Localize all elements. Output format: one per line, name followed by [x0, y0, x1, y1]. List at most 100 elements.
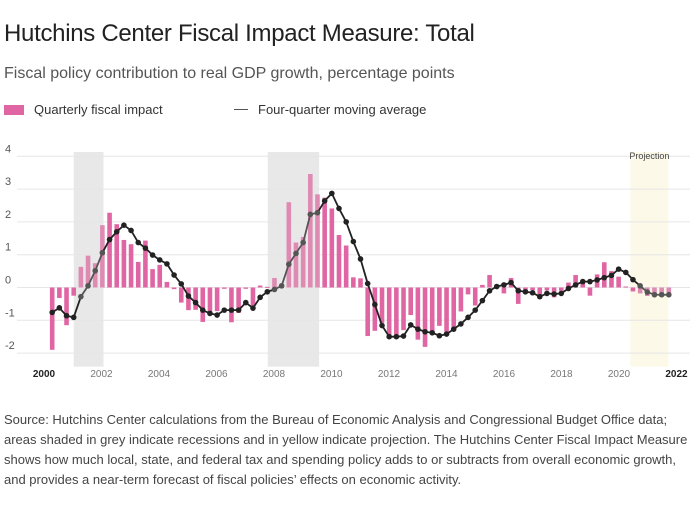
- line-point: [78, 293, 84, 300]
- line-point: [637, 283, 643, 289]
- bar: [386, 287, 392, 338]
- line-point: [443, 331, 450, 337]
- line-segment: [366, 282, 376, 306]
- line-point: [536, 293, 543, 300]
- line-segment: [373, 303, 383, 327]
- bar: [573, 275, 578, 288]
- line-point: [386, 333, 392, 340]
- line-point: [207, 310, 213, 317]
- line-point: [221, 307, 228, 313]
- bar: [415, 287, 421, 340]
- line-segment: [280, 263, 290, 287]
- bar: [308, 174, 313, 288]
- y-tick-label: -2: [5, 340, 15, 352]
- line-point: [666, 291, 672, 298]
- x-tick-label: 2010: [320, 369, 343, 380]
- bar: [580, 282, 586, 288]
- bar: [300, 236, 306, 288]
- bar: [92, 263, 98, 288]
- bar: [315, 194, 320, 288]
- y-tick-label: 1: [5, 242, 11, 254]
- line-point: [594, 277, 600, 283]
- line-point: [171, 272, 177, 278]
- bar: [637, 287, 643, 294]
- line-point: [336, 205, 342, 212]
- bar: [85, 255, 91, 288]
- bar-swatch-icon: [4, 104, 24, 115]
- line-point: [572, 282, 579, 288]
- legend: Quarterly fiscal impact Four-quarter mov…: [4, 102, 426, 117]
- line-point: [192, 299, 199, 306]
- line-point: [70, 314, 77, 321]
- line-point: [644, 289, 651, 295]
- line-point: [486, 287, 493, 294]
- bar: [401, 287, 406, 331]
- bar: [214, 287, 220, 312]
- line-point: [615, 266, 622, 272]
- bar: [365, 287, 370, 337]
- bar: [609, 271, 614, 288]
- bar: [221, 287, 227, 289]
- line-point: [56, 305, 63, 311]
- line-point: [544, 290, 550, 297]
- bar: [171, 287, 177, 290]
- line-point: [135, 239, 142, 246]
- bar: [100, 225, 105, 288]
- line-segment: [72, 295, 82, 319]
- bar: [379, 287, 385, 323]
- bar: [659, 287, 664, 297]
- bar: [558, 287, 564, 291]
- bar: [150, 269, 155, 288]
- x-tick-label: 2008: [263, 369, 286, 380]
- line-point: [92, 267, 99, 274]
- line-segment: [94, 251, 104, 272]
- bar: [444, 287, 449, 332]
- x-tick-label: 2000: [33, 369, 56, 380]
- bar: [200, 287, 206, 322]
- line-point: [121, 222, 127, 228]
- bar: [458, 287, 464, 312]
- line-point: [465, 314, 471, 321]
- line-point: [565, 285, 572, 292]
- bar: [143, 240, 148, 288]
- bar: [372, 287, 378, 331]
- bar: [121, 239, 127, 288]
- legend-label-bars: Quarterly fiscal impact: [34, 102, 163, 117]
- bar: [487, 275, 492, 288]
- chart-title: Hutchins Center Fiscal Impact Measure: T…: [4, 20, 475, 47]
- line-point: [257, 294, 263, 301]
- bar: [501, 287, 507, 294]
- line-point: [472, 307, 479, 313]
- line-point: [321, 198, 328, 204]
- bar: [566, 282, 571, 288]
- source-note: Source: Hutchins Center calculations fro…: [4, 412, 688, 487]
- bar: [107, 212, 112, 288]
- y-tick-label: 2: [5, 209, 11, 221]
- x-tick-label: 2020: [608, 369, 631, 380]
- line-point: [501, 282, 507, 288]
- x-tick-label: 2006: [205, 369, 228, 380]
- bar: [329, 208, 335, 288]
- bar: [265, 286, 270, 288]
- line-segment: [359, 258, 369, 285]
- line-point: [415, 326, 421, 332]
- bar: [472, 287, 478, 306]
- line-point: [493, 283, 500, 290]
- legend-item-line: Four-quarter moving average: [234, 102, 426, 117]
- shaded-regions: [73, 152, 669, 367]
- line-point: [185, 293, 192, 299]
- x-tick-label: 2018: [550, 369, 573, 380]
- line-point: [49, 309, 55, 316]
- x-tick-label: 2016: [493, 369, 516, 380]
- bar: [164, 281, 170, 288]
- bar: [78, 266, 84, 288]
- y-tick-label: 0: [5, 275, 11, 287]
- x-tick-label: 2022: [665, 369, 688, 380]
- line-point: [558, 290, 565, 297]
- line-point: [142, 245, 149, 251]
- line-point: [128, 227, 134, 234]
- line-point: [278, 283, 285, 289]
- bar: [229, 287, 234, 323]
- line-point: [529, 289, 536, 296]
